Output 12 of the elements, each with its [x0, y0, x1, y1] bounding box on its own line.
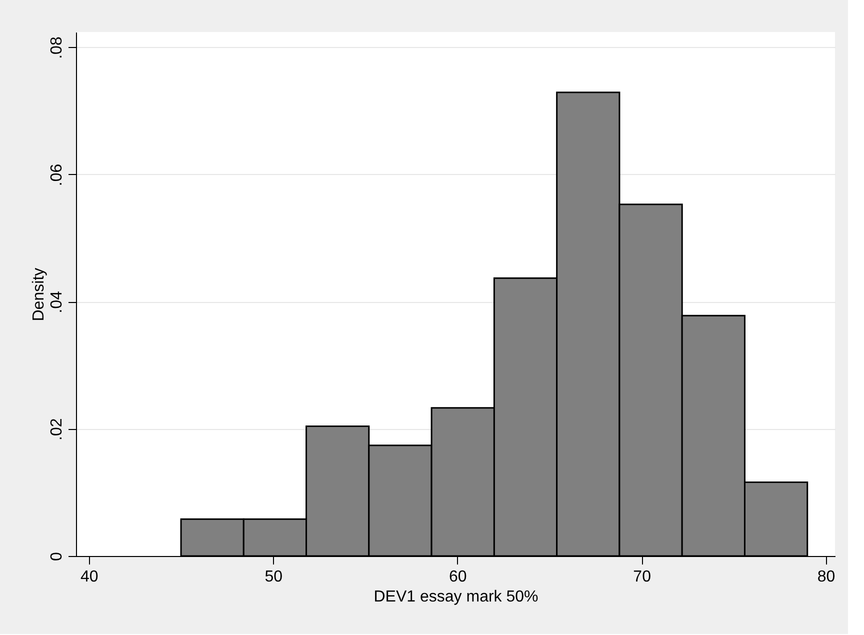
y-tick-label: .02: [48, 418, 66, 440]
y-axis-title: Density: [30, 268, 48, 322]
x-tick-label: 70: [633, 568, 652, 586]
y-tick-label: .04: [48, 290, 66, 314]
x-tick-label: 40: [80, 568, 98, 586]
y-tick-label: 0: [48, 552, 66, 561]
x-tick-label: 60: [448, 568, 467, 586]
y-tick-label: .08: [48, 36, 66, 59]
x-tick-label: 50: [264, 568, 283, 586]
x-axis-title: DEV1 essay mark 50%: [374, 588, 538, 606]
x-tick-label: 80: [817, 568, 836, 586]
y-tick-label: .06: [48, 164, 66, 186]
